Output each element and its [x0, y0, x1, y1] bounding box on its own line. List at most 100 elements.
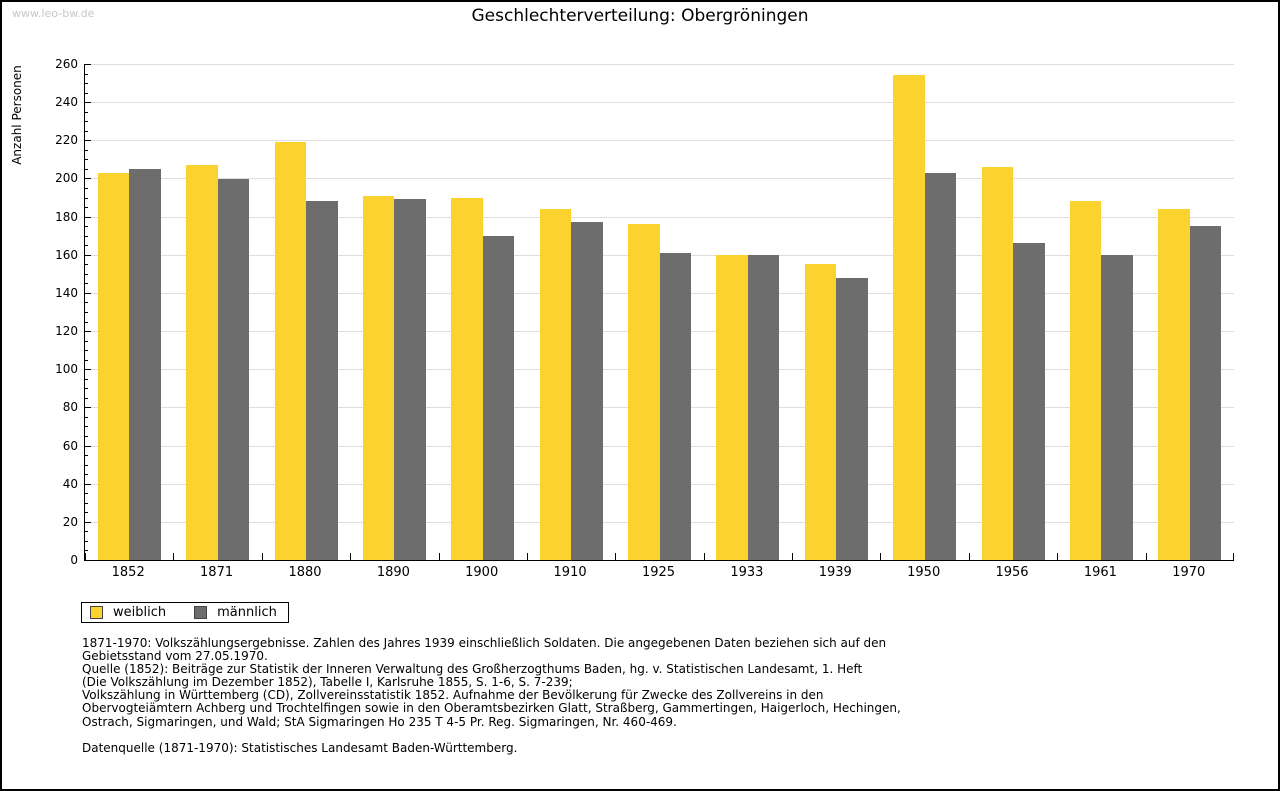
bar-weiblich-1950: [893, 75, 925, 560]
x-tick-label-1956: 1956: [995, 565, 1029, 580]
y-minor-tick-115: [85, 340, 88, 342]
y-tick-label-180: 180: [55, 209, 78, 224]
y-minor-tick-155: [85, 264, 88, 266]
y-minor-tick-25: [85, 512, 88, 514]
footnote-lines: 1871-1970: Volkszählungsergebnisse. Zahl…: [82, 636, 1212, 729]
y-minor-tick-255: [85, 73, 88, 75]
footnote-line-6: Obervogteiämtern Achberg und Trochtelfin…: [82, 701, 901, 716]
x-tick-label-1880: 1880: [288, 565, 322, 580]
bar-weiblich-1880: [274, 142, 306, 560]
x-boundary-tick-12: [1145, 553, 1147, 560]
x-boundary-tick-5: [526, 553, 528, 560]
y-major-tick-200: [85, 178, 91, 180]
y-minor-tick-145: [85, 283, 88, 285]
bar-weiblich-1852: [97, 172, 130, 560]
y-minor-tick-55: [85, 455, 88, 457]
y-minor-tick-215: [85, 149, 88, 151]
footnote-line-7: Ostrach, Sigmaringen, und Wald; StA Sigm…: [82, 714, 677, 729]
x-boundary-tick-1: [173, 553, 175, 560]
footnotes-block: 1871-1970: Volkszählungsergebnisse. Zahl…: [82, 636, 1212, 755]
y-minor-tick-30: [85, 502, 88, 504]
bar-männlich-1961: [1101, 254, 1133, 560]
y-major-tick-240: [85, 102, 91, 104]
bar-männlich-1890: [394, 199, 426, 560]
y-minor-tick-205: [85, 168, 88, 170]
watermark-url: www.leo-bw.de: [12, 7, 95, 20]
x-boundary-tick-0: [85, 553, 86, 560]
x-boundary-tick-13: [1233, 553, 1234, 560]
y-minor-tick-225: [85, 130, 88, 132]
bar-weiblich-1910: [539, 209, 572, 560]
y-tick-label-140: 140: [55, 285, 78, 300]
y-minor-tick-135: [85, 302, 88, 304]
y-major-tick-260: [85, 64, 91, 65]
y-minor-tick-70: [85, 426, 88, 428]
x-tick-label-1961: 1961: [1083, 565, 1117, 580]
y-minor-tick-235: [85, 111, 88, 113]
y-major-tick-180: [85, 216, 91, 218]
y-minor-tick-90: [85, 388, 88, 390]
footnote-line-3: Quelle (1852): Beiträge zur Statistik de…: [82, 662, 863, 677]
y-minor-tick-165: [85, 245, 88, 247]
maennlich-color-swatch: [194, 606, 208, 619]
x-tick-label-1852: 1852: [111, 565, 145, 580]
legend-label-maennlich: männlich: [217, 605, 277, 620]
y-tick-label-80: 80: [62, 400, 78, 415]
y-tick-label-0: 0: [70, 553, 78, 567]
y-major-tick-120: [85, 331, 91, 333]
y-minor-tick-10: [85, 540, 88, 542]
y-minor-tick-175: [85, 226, 88, 228]
bar-männlich-1852: [129, 168, 161, 560]
bar-weiblich-1970: [1158, 209, 1190, 560]
bar-männlich-1871: [217, 178, 250, 560]
y-minor-tick-250: [85, 83, 88, 85]
bar-männlich-1880: [306, 201, 338, 560]
y-major-tick-80: [85, 407, 91, 409]
footnote-line-5: Volkszählung in Württemberg (CD), Zollve…: [82, 688, 824, 703]
footnote-line-1: 1871-1970: Volkszählungsergebnisse. Zahl…: [82, 636, 887, 650]
y-minor-tick-110: [85, 350, 88, 352]
y-tick-label-100: 100: [55, 362, 78, 377]
y-tick-label-60: 60: [62, 438, 78, 453]
bar-männlich-1939: [836, 277, 868, 560]
bar-männlich-1950: [924, 172, 957, 560]
gridline-240: [85, 102, 1234, 104]
footnote-line-4: (Die Volkszählung im Dezember 1852), Tab…: [82, 675, 573, 690]
x-boundary-tick-9: [880, 553, 882, 560]
y-tick-label-200: 200: [55, 171, 78, 186]
y-minor-tick-85: [85, 397, 88, 399]
bar-männlich-1910: [571, 222, 603, 560]
x-tick-label-1871: 1871: [200, 565, 234, 580]
y-minor-tick-65: [85, 436, 88, 437]
y-minor-tick-150: [85, 273, 88, 275]
gridline-200: [85, 178, 1234, 180]
x-tick-label-1950: 1950: [907, 565, 941, 580]
x-boundary-tick-6: [615, 553, 617, 560]
legend-box: weiblich männlich: [81, 602, 289, 623]
y-minor-tick-190: [85, 197, 88, 199]
y-tick-label-260: 260: [55, 57, 78, 71]
y-minor-tick-35: [85, 493, 88, 495]
y-major-tick-20: [85, 521, 91, 523]
y-tick-label-40: 40: [62, 476, 78, 491]
y-minor-tick-185: [85, 207, 88, 209]
gridline-180: [85, 216, 1234, 218]
x-tick-label-1910: 1910: [553, 565, 587, 580]
y-major-tick-220: [85, 140, 91, 142]
datasource-line: Datenquelle (1871-1970): Statistisches L…: [82, 740, 518, 755]
bar-männlich-1933: [747, 254, 780, 560]
bar-männlich-1925: [659, 252, 691, 560]
bar-männlich-1956: [1013, 243, 1045, 560]
y-minor-tick-5: [85, 550, 88, 552]
y-minor-tick-125: [85, 321, 88, 323]
y-minor-tick-210: [85, 159, 88, 161]
y-major-tick-100: [85, 369, 91, 371]
bar-weiblich-1871: [186, 165, 218, 560]
gridline-260: [85, 64, 1234, 65]
bar-weiblich-1956: [981, 167, 1013, 560]
y-tick-label-220: 220: [55, 133, 78, 148]
x-boundary-tick-8: [792, 553, 794, 560]
footnote-line-2: Gebietsstand vom 27.05.1970.: [82, 649, 268, 664]
y-tick-label-160: 160: [55, 247, 78, 262]
y-major-tick-40: [85, 483, 91, 485]
